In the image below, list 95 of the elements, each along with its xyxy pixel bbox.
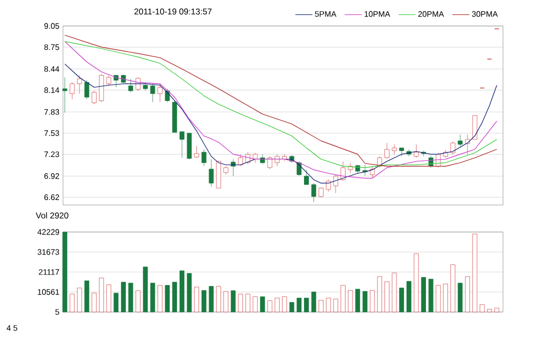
bar [465,276,470,312]
candlestick [106,75,112,86]
candlestick [62,77,68,113]
bar [245,294,250,312]
bar [70,294,75,312]
bar [421,277,426,312]
candlestick [164,88,170,102]
candlestick [202,149,206,166]
candlestick [128,78,134,92]
bar [472,234,478,312]
candlestick [333,174,338,194]
bar [150,282,156,312]
candlestick [472,115,478,140]
candlestick [274,154,280,166]
bar [362,291,368,312]
candlestick [384,142,390,159]
bar [62,232,68,312]
bar [208,286,214,312]
bar [136,290,140,312]
bar [370,290,375,312]
bar [414,253,419,312]
bar [99,278,104,312]
bar [304,298,309,312]
bar [267,300,272,312]
bar [392,272,397,312]
candlestick [238,154,243,166]
bar [142,266,148,312]
bar [238,294,243,312]
bar [252,296,258,312]
candlestick [208,158,214,187]
bar [333,298,338,312]
candlestick [230,158,236,176]
bar [84,280,90,312]
bar [318,300,324,312]
candlestick [392,144,397,154]
bar [487,308,492,312]
candlestick [260,154,265,164]
bar [326,298,331,312]
bar [194,286,200,312]
bar [348,290,353,312]
bar [186,273,192,312]
candlestick [92,90,97,104]
bar [340,285,346,312]
bar [289,302,294,312]
candlestick [77,75,82,94]
candlestick [84,80,90,100]
bar [260,296,265,312]
bar [311,292,316,312]
bar [406,281,412,312]
candlestick [267,156,272,170]
bar [224,291,228,312]
candlestick [252,152,258,163]
bar [377,276,382,312]
bar [384,281,390,312]
bar [114,292,118,312]
candlestick [340,161,346,182]
bar [172,282,178,312]
bar [128,282,134,312]
bar [274,298,280,312]
bar [106,284,112,312]
chart-title: 2011-10-19 09:13:57 [134,8,212,14]
bar [399,288,404,312]
candlestick [311,182,316,202]
bar [480,304,485,312]
candlestick [158,84,162,102]
bar [92,292,97,312]
bar [216,286,221,312]
bar [443,284,448,312]
candlestick [326,179,331,192]
bar [158,285,162,312]
bar [180,270,184,312]
candlestick [150,84,156,102]
bar [428,278,434,312]
bar [77,288,82,312]
bar [450,264,456,312]
bar [202,290,206,312]
bar [164,285,170,312]
bar [494,308,500,312]
bar [296,298,302,312]
candlestick [450,141,456,154]
bar [355,288,360,312]
bar [436,285,441,312]
candlestick [304,170,309,185]
bar [230,290,236,312]
candlestick [70,82,75,100]
bar [121,282,126,312]
bar [282,296,287,312]
candlestick [194,146,200,158]
candlestick [180,130,184,158]
candlestick [414,144,419,158]
bar [458,282,463,312]
chart-title: Vol 2920 [36,212,68,219]
candlestick [282,154,287,162]
candlestick [370,166,375,178]
candlestick [458,134,463,147]
